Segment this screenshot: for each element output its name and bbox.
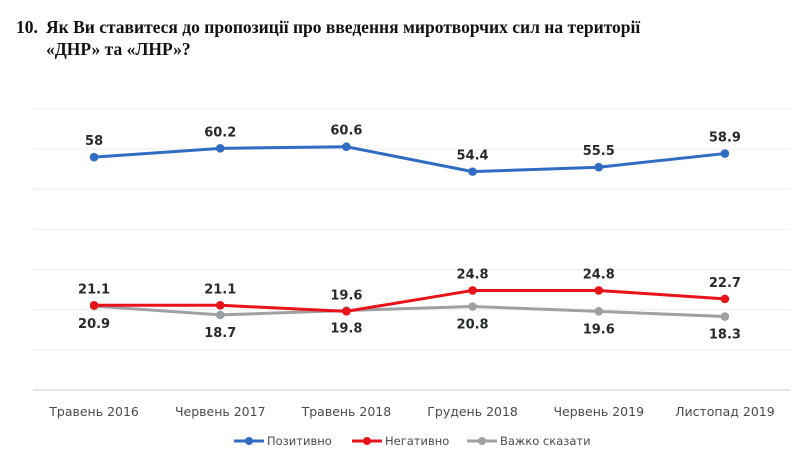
legend-item: Важко сказати [467, 434, 591, 448]
x-tick-label: Червень 2019 [553, 404, 644, 419]
data-label: 60.6 [330, 124, 362, 139]
data-label: 18.7 [204, 326, 236, 341]
data-label: 20.8 [457, 318, 489, 333]
data-point [720, 312, 730, 321]
series-1 [89, 286, 730, 316]
legend-item: Негативно [352, 434, 449, 448]
data-point [468, 302, 477, 311]
data-point [720, 149, 730, 158]
series-lines [89, 142, 730, 321]
data-label: 20.9 [78, 317, 110, 332]
question-number: 10. [16, 17, 38, 37]
title-line-2: «ДНР» та «ЛНР»? [46, 39, 191, 59]
data-label: 58.9 [709, 131, 741, 146]
x-axis-ticks: Травень 2016 Червень 2017 Травень 2018 Груд… [48, 404, 774, 419]
gridlines [33, 108, 790, 391]
data-point [468, 286, 477, 295]
data-label: 54.4 [457, 149, 489, 164]
data-point [89, 152, 99, 162]
data-label: 21.1 [204, 282, 236, 297]
data-label: 60.2 [204, 125, 236, 140]
data-point [342, 307, 351, 316]
legend-label: Негативно [385, 434, 449, 448]
series-line [92, 304, 727, 319]
data-label: 55.5 [583, 144, 615, 159]
x-tick-label: Грудень 2018 [427, 404, 518, 419]
legend-marker-icon [478, 437, 486, 445]
data-point [89, 300, 99, 310]
data-point [342, 142, 351, 152]
data-label: 24.8 [457, 267, 489, 282]
x-tick-label: Травень 2016 [48, 404, 139, 419]
data-point [720, 294, 730, 304]
legend-item: Позитивно [234, 434, 332, 448]
data-label: 18.3 [709, 328, 741, 343]
data-label: 19.6 [583, 322, 615, 337]
data-labels: 58 60.2 60.6 54.4 55.5 58.9 21.1 21.1 19.6 24.8 24… [78, 124, 741, 343]
data-label: 19.8 [330, 322, 362, 337]
series-line [92, 145, 727, 174]
data-point [594, 162, 604, 172]
data-label: 19.6 [330, 288, 362, 303]
data-point [215, 310, 225, 320]
data-label: 22.7 [709, 276, 741, 291]
legend-marker-icon [245, 437, 253, 445]
chart-title: 10. Як Ви ставитеся до пропозиції про вве… [16, 16, 786, 60]
legend-marker-icon [363, 437, 371, 445]
data-point [215, 144, 225, 153]
series-0 [89, 142, 730, 176]
x-tick-label: Травень 2018 [301, 404, 392, 419]
legend: Позитивно Негативно Важко сказати [234, 434, 591, 448]
data-point [594, 286, 604, 295]
data-label: 21.1 [78, 282, 110, 297]
series-line [92, 288, 727, 313]
data-label: 58 [85, 134, 103, 149]
x-tick-label: Листопад 2019 [675, 404, 775, 419]
legend-label: Позитивно [267, 434, 332, 448]
data-point [215, 300, 225, 310]
title-line-1: Як Ви ставитеся до пропозиції про введен… [46, 17, 641, 37]
x-tick-label: Червень 2017 [175, 404, 266, 419]
data-label: 24.8 [583, 267, 615, 282]
data-point [594, 307, 604, 316]
legend-label: Важко сказати [500, 434, 591, 448]
data-point [468, 167, 477, 176]
